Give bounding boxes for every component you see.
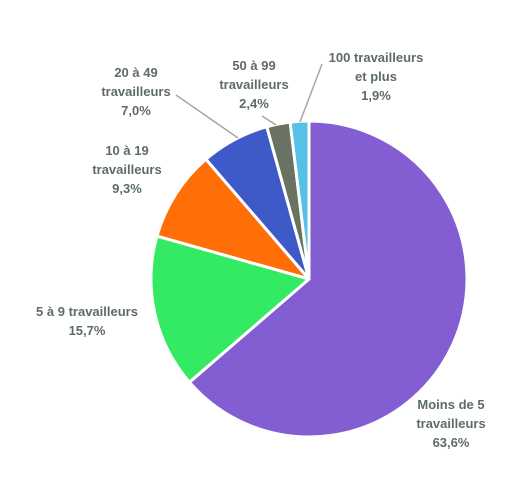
slice-value-label: 7,0% bbox=[121, 103, 151, 118]
slice-category-label: 10 à 19 bbox=[105, 143, 148, 158]
leader-line-4 bbox=[261, 115, 277, 126]
slice-value-label: 1,9% bbox=[361, 88, 391, 103]
slice-category-label: 5 à 9 travailleurs bbox=[36, 304, 138, 319]
slice-label-2: 10 à 19 travailleurs 9,3% bbox=[92, 143, 161, 196]
slice-category-label: 100 travailleurs bbox=[329, 50, 424, 65]
slice-category-label: travailleurs bbox=[101, 84, 170, 99]
slice-labels: Moins de 5 travailleurs 63,6% 5 à 9 travail… bbox=[36, 50, 486, 450]
slice-value-label: 63,6% bbox=[433, 435, 470, 450]
slice-value-label: 15,7% bbox=[69, 323, 106, 338]
leader-lines bbox=[175, 63, 323, 139]
leader-line-5 bbox=[299, 63, 323, 123]
slice-value-label: 2,4% bbox=[239, 96, 269, 111]
slice-label-0: Moins de 5 travailleurs 63,6% bbox=[416, 397, 485, 450]
slice-label-1: 5 à 9 travailleurs 15,7% bbox=[36, 304, 138, 338]
slice-category-label: 50 à 99 bbox=[232, 58, 275, 73]
pie-slices bbox=[149, 119, 469, 439]
slice-category-label: travailleurs bbox=[219, 77, 288, 92]
pie-slice-1 bbox=[149, 234, 311, 384]
pie-slice-2 bbox=[155, 157, 311, 281]
slice-label-5: 100 travailleurs et plus 1,9% bbox=[329, 50, 424, 103]
leader-line-3 bbox=[175, 94, 239, 139]
slice-category-label: 20 à 49 bbox=[114, 65, 157, 80]
slice-value-label: 9,3% bbox=[112, 181, 142, 196]
slice-category-label: travailleurs bbox=[416, 416, 485, 431]
slice-category-label: Moins de 5 bbox=[417, 397, 484, 412]
slice-label-3: 20 à 49 travailleurs 7,0% bbox=[101, 65, 170, 118]
pie-slice-0 bbox=[187, 119, 469, 439]
slice-label-4: 50 à 99 travailleurs 2,4% bbox=[219, 58, 288, 111]
slice-category-label: travailleurs bbox=[92, 162, 161, 177]
slice-category-label: et plus bbox=[355, 69, 397, 84]
